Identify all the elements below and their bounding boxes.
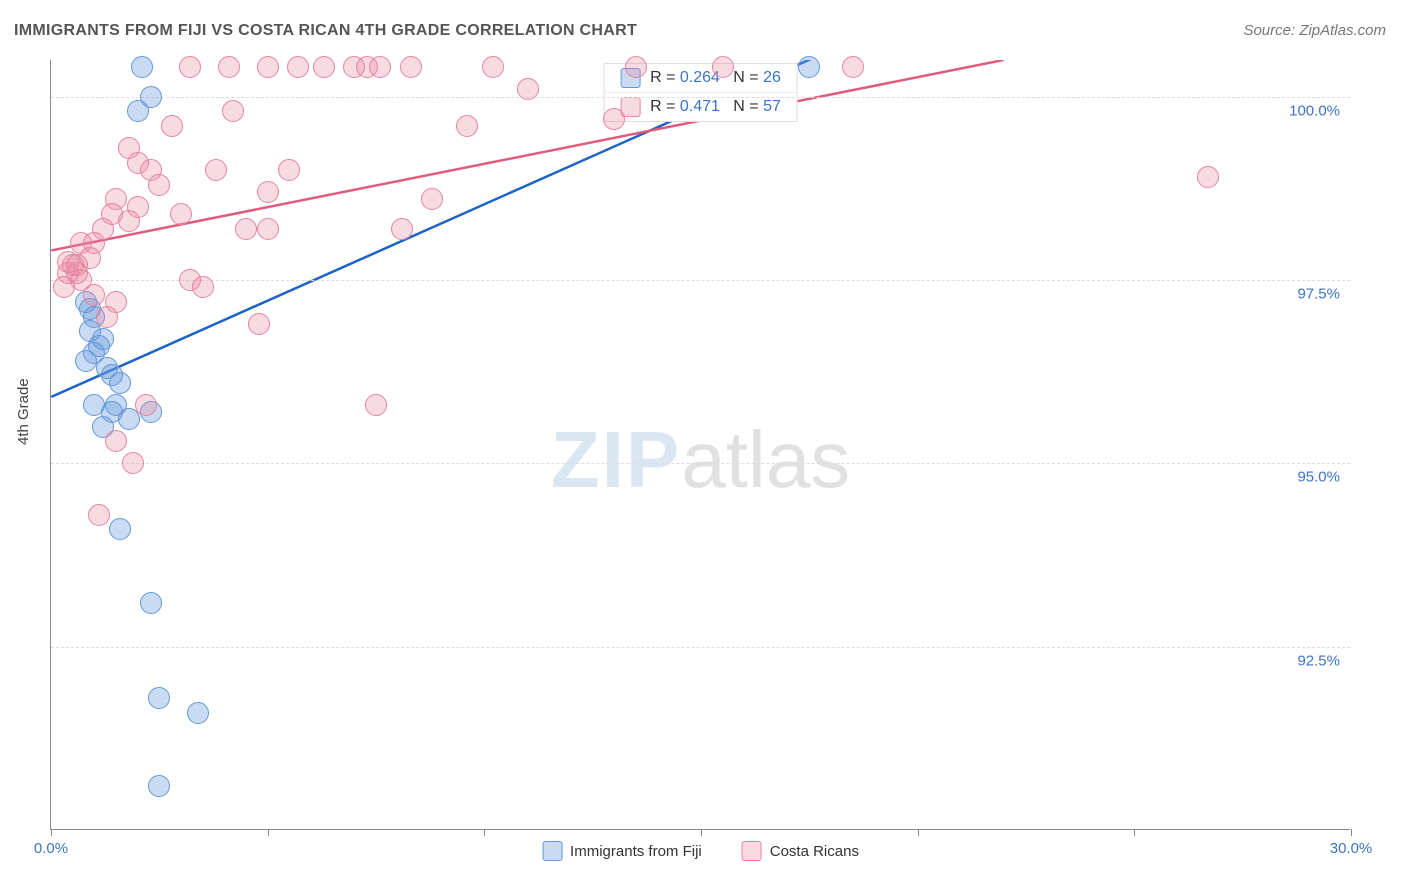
data-point-costa_ricans bbox=[391, 218, 413, 240]
legend-label-fiji: Immigrants from Fiji bbox=[570, 843, 702, 860]
trend-lines bbox=[51, 60, 1350, 829]
y-tick-label: 97.5% bbox=[1297, 286, 1340, 303]
watermark-atlas: atlas bbox=[681, 415, 850, 504]
data-point-costa_ricans bbox=[365, 394, 387, 416]
data-point-costa_ricans bbox=[456, 115, 478, 137]
y-tick-label: 95.0% bbox=[1297, 469, 1340, 486]
data-point-costa_ricans bbox=[127, 196, 149, 218]
data-point-costa_ricans bbox=[257, 56, 279, 78]
data-point-costa_ricans bbox=[517, 78, 539, 100]
data-point-costa_ricans bbox=[842, 56, 864, 78]
data-point-costa_ricans bbox=[278, 159, 300, 181]
x-tick bbox=[484, 829, 485, 836]
data-point-costa_ricans bbox=[105, 188, 127, 210]
data-point-fiji bbox=[131, 56, 153, 78]
data-point-fiji bbox=[798, 56, 820, 78]
legend-swatch-bottom-costa_ricans bbox=[742, 841, 762, 861]
legend-series: Immigrants from Fiji Costa Ricans bbox=[542, 841, 859, 861]
data-point-costa_ricans bbox=[421, 188, 443, 210]
x-tick bbox=[51, 829, 52, 836]
gridline-y bbox=[51, 97, 1350, 98]
data-point-fiji bbox=[148, 687, 170, 709]
data-point-costa_ricans bbox=[192, 276, 214, 298]
watermark-zip: ZIP bbox=[551, 415, 681, 504]
data-point-costa_ricans bbox=[369, 56, 391, 78]
data-point-costa_ricans bbox=[57, 262, 79, 284]
y-axis-title: 4th Grade bbox=[15, 378, 32, 445]
plot-area: ZIPatlas R = 0.264 N = 26R = 0.471 N = 5… bbox=[50, 60, 1350, 830]
legend-item-costa_ricans: Costa Ricans bbox=[742, 841, 859, 861]
y-tick-label: 100.0% bbox=[1289, 102, 1340, 119]
legend-corr-text-costa_ricans: R = 0.471 N = 57 bbox=[650, 98, 781, 116]
data-point-costa_ricans bbox=[257, 181, 279, 203]
x-tick bbox=[1134, 829, 1135, 836]
data-point-costa_ricans bbox=[122, 452, 144, 474]
x-tick-label: 30.0% bbox=[1330, 840, 1373, 857]
x-tick bbox=[918, 829, 919, 836]
data-point-costa_ricans bbox=[118, 137, 140, 159]
x-tick bbox=[701, 829, 702, 836]
data-point-costa_ricans bbox=[179, 56, 201, 78]
y-tick-label: 92.5% bbox=[1297, 652, 1340, 669]
data-point-costa_ricans bbox=[287, 56, 309, 78]
chart-source: Source: ZipAtlas.com bbox=[1243, 22, 1386, 39]
x-tick bbox=[268, 829, 269, 836]
data-point-costa_ricans bbox=[313, 56, 335, 78]
chart-title: IMMIGRANTS FROM FIJI VS COSTA RICAN 4TH … bbox=[14, 22, 637, 40]
data-point-fiji bbox=[148, 775, 170, 797]
gridline-y bbox=[51, 280, 1350, 281]
data-point-costa_ricans bbox=[148, 174, 170, 196]
data-point-costa_ricans bbox=[257, 218, 279, 240]
data-point-costa_ricans bbox=[712, 56, 734, 78]
gridline-y bbox=[51, 647, 1350, 648]
data-point-costa_ricans bbox=[83, 284, 105, 306]
data-point-costa_ricans bbox=[105, 430, 127, 452]
legend-item-fiji: Immigrants from Fiji bbox=[542, 841, 702, 861]
data-point-costa_ricans bbox=[482, 56, 504, 78]
x-tick bbox=[1351, 829, 1352, 836]
data-point-costa_ricans bbox=[625, 56, 647, 78]
data-point-costa_ricans bbox=[603, 108, 625, 130]
data-point-costa_ricans bbox=[235, 218, 257, 240]
legend-swatch-bottom-fiji bbox=[542, 841, 562, 861]
data-point-fiji bbox=[109, 518, 131, 540]
data-point-fiji bbox=[83, 342, 105, 364]
data-point-costa_ricans bbox=[83, 232, 105, 254]
data-point-costa_ricans bbox=[218, 56, 240, 78]
data-point-fiji bbox=[140, 592, 162, 614]
data-point-costa_ricans bbox=[205, 159, 227, 181]
gridline-y bbox=[51, 463, 1350, 464]
data-point-fiji bbox=[101, 364, 123, 386]
data-point-fiji bbox=[105, 394, 127, 416]
data-point-fiji bbox=[127, 100, 149, 122]
data-point-costa_ricans bbox=[222, 100, 244, 122]
data-point-costa_ricans bbox=[135, 394, 157, 416]
data-point-costa_ricans bbox=[170, 203, 192, 225]
data-point-costa_ricans bbox=[88, 504, 110, 526]
x-tick-label: 0.0% bbox=[34, 840, 68, 857]
legend-label-costa_ricans: Costa Ricans bbox=[770, 843, 859, 860]
data-point-costa_ricans bbox=[105, 291, 127, 313]
watermark: ZIPatlas bbox=[551, 414, 850, 506]
data-point-costa_ricans bbox=[400, 56, 422, 78]
data-point-fiji bbox=[187, 702, 209, 724]
data-point-costa_ricans bbox=[248, 313, 270, 335]
data-point-costa_ricans bbox=[1197, 166, 1219, 188]
data-point-costa_ricans bbox=[161, 115, 183, 137]
